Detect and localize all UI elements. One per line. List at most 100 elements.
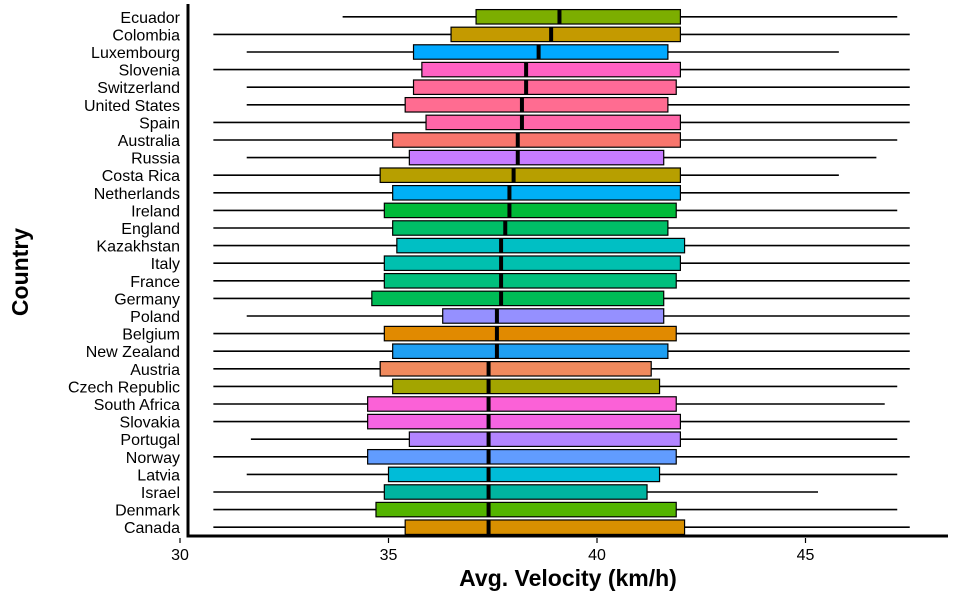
y-tick-label-czech-republic: Czech Republic	[68, 379, 180, 396]
iqr-box-portugal	[408, 431, 681, 448]
y-tick-label-israel: Israel	[141, 485, 180, 502]
iqr-box-italy	[383, 255, 681, 272]
y-tick-label-spain: Spain	[139, 115, 180, 132]
y-tick-labels: EcuadorColombiaLuxembourgSloveniaSwitzer…	[68, 10, 181, 537]
iqr-box-spain	[425, 114, 681, 131]
box-ecuador	[342, 8, 898, 25]
y-tick-label-poland: Poland	[130, 309, 180, 326]
box-england	[213, 220, 910, 236]
y-tick-label-germany: Germany	[114, 291, 180, 308]
y-tick-label-south-africa: South Africa	[94, 397, 180, 414]
y-tick-label-norway: Norway	[126, 450, 180, 467]
box-costa-rica	[213, 167, 839, 184]
box-slovakia	[213, 413, 910, 430]
box-kazakhstan	[213, 237, 910, 254]
y-tick-label-ecuador: Ecuador	[120, 10, 180, 27]
y-tick-label-portugal: Portugal	[120, 432, 180, 449]
box-latvia	[246, 466, 898, 483]
box-france	[213, 272, 910, 289]
iqr-box-austria	[379, 360, 652, 377]
y-tick-label-italy: Italy	[151, 256, 180, 273]
iqr-box-ireland	[383, 202, 677, 219]
iqr-box-kazakhstan	[396, 237, 686, 254]
x-axis-title: Avg. Velocity (km/h)	[459, 565, 677, 591]
box-netherlands	[213, 184, 910, 201]
iqr-box-slovakia	[367, 413, 681, 430]
box-israel	[213, 484, 819, 500]
box-norway	[213, 448, 910, 465]
iqr-box-israel	[383, 484, 648, 500]
x-tick-label-40: 40	[588, 547, 606, 564]
box-denmark	[213, 501, 898, 518]
iqr-box-ecuador	[475, 8, 682, 25]
x-tick-label-35: 35	[380, 547, 398, 564]
iqr-box-russia	[408, 149, 665, 166]
y-tick-label-latvia: Latvia	[137, 467, 180, 484]
box-colombia	[213, 26, 910, 43]
iqr-box-norway	[367, 448, 677, 465]
box-germany	[213, 290, 910, 307]
box-new-zealand	[213, 343, 910, 360]
box-united-states	[246, 96, 910, 113]
y-tick-label-luxembourg: Luxembourg	[91, 45, 180, 62]
box-luxembourg	[246, 44, 839, 60]
box-russia	[246, 149, 877, 166]
iqr-box-australia	[392, 132, 682, 148]
y-tick-label-slovakia: Slovakia	[120, 415, 181, 432]
box-portugal	[250, 431, 898, 448]
y-tick-label-austria: Austria	[130, 362, 180, 379]
y-tick-label-france: France	[130, 274, 180, 291]
iqr-box-belgium	[383, 325, 677, 342]
y-tick-label-ireland: Ireland	[131, 203, 180, 220]
y-tick-label-canada: Canada	[124, 520, 180, 537]
iqr-box-luxembourg	[412, 44, 669, 60]
x-ticks: 30 35 40 45	[171, 538, 815, 564]
iqr-box-germany	[371, 290, 665, 307]
y-tick-label-australia: Australia	[118, 133, 180, 150]
iqr-box-france	[383, 272, 677, 289]
y-tick-label-united-states: United States	[84, 98, 180, 115]
y-tick-label-costa-rica: Costa Rica	[102, 168, 180, 185]
y-tick-label-slovenia: Slovenia	[119, 63, 180, 80]
y-tick-label-denmark: Denmark	[115, 503, 181, 520]
y-tick-label-switzerland: Switzerland	[97, 80, 180, 97]
y-axis-title: Country	[7, 228, 33, 316]
iqr-box-denmark	[375, 501, 677, 518]
box-australia	[213, 132, 898, 148]
box-poland	[246, 308, 910, 324]
iqr-box-canada	[404, 519, 686, 536]
iqr-box-netherlands	[392, 184, 682, 201]
boxes-layer	[213, 8, 910, 536]
iqr-box-costa-rica	[379, 167, 681, 184]
iqr-box-colombia	[450, 26, 681, 43]
y-tick-label-new-zealand: New Zealand	[86, 344, 180, 361]
box-south-africa	[213, 396, 885, 412]
iqr-box-new-zealand	[392, 343, 669, 360]
x-tick-label-30: 30	[171, 547, 189, 564]
box-czech-republic	[213, 378, 898, 395]
box-austria	[213, 360, 910, 377]
iqr-box-czech-republic	[392, 378, 661, 395]
box-spain	[213, 114, 910, 131]
y-tick-label-russia: Russia	[131, 151, 180, 168]
box-switzerland	[246, 79, 910, 96]
box-ireland	[213, 202, 898, 219]
iqr-box-south-africa	[367, 396, 677, 412]
iqr-box-switzerland	[412, 79, 677, 96]
iqr-box-slovenia	[421, 61, 681, 78]
iqr-box-poland	[442, 308, 665, 324]
y-tick-label-netherlands: Netherlands	[94, 186, 180, 203]
box-belgium	[213, 325, 910, 342]
iqr-box-united-states	[404, 96, 669, 113]
x-tick-label-45: 45	[797, 547, 815, 564]
box-slovenia	[213, 61, 910, 78]
iqr-box-latvia	[387, 466, 661, 483]
box-canada	[213, 519, 910, 536]
box-italy	[213, 255, 910, 272]
y-tick-label-england: England	[121, 221, 180, 238]
y-tick-label-belgium: Belgium	[122, 327, 180, 344]
y-tick-label-kazakhstan: Kazakhstan	[96, 239, 180, 256]
iqr-box-england	[392, 220, 669, 236]
y-tick-label-colombia: Colombia	[112, 27, 180, 44]
